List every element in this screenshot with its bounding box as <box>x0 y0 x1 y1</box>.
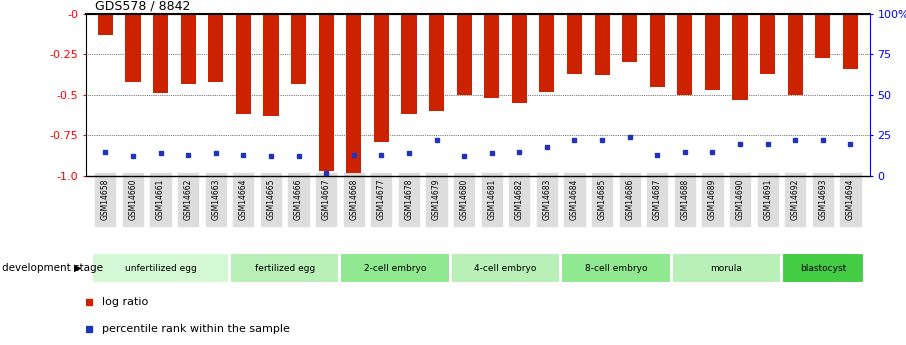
Bar <box>401 14 417 114</box>
Bar <box>787 14 803 95</box>
Text: ▶: ▶ <box>74 263 82 273</box>
Bar <box>208 14 224 82</box>
Bar <box>760 14 776 74</box>
Bar <box>429 14 444 111</box>
Bar <box>153 14 169 93</box>
Text: log ratio: log ratio <box>101 297 148 307</box>
Text: blastocyst: blastocyst <box>800 264 846 273</box>
FancyBboxPatch shape <box>782 253 863 283</box>
Text: 4-cell embryo: 4-cell embryo <box>475 264 536 273</box>
Bar <box>843 14 858 69</box>
FancyBboxPatch shape <box>92 253 229 283</box>
Bar <box>815 14 831 58</box>
FancyBboxPatch shape <box>230 253 340 283</box>
Bar <box>705 14 720 90</box>
Bar <box>125 14 140 82</box>
Bar <box>236 14 251 114</box>
FancyBboxPatch shape <box>561 253 670 283</box>
FancyBboxPatch shape <box>671 253 781 283</box>
Bar <box>732 14 747 100</box>
Bar <box>567 14 582 74</box>
Text: morula: morula <box>710 264 742 273</box>
Bar <box>346 14 361 173</box>
Bar <box>622 14 637 62</box>
Bar <box>539 14 554 92</box>
Bar <box>678 14 692 95</box>
Bar <box>650 14 665 87</box>
Text: 8-cell embryo: 8-cell embryo <box>584 264 647 273</box>
Bar <box>264 14 278 116</box>
Bar <box>319 14 333 171</box>
Bar <box>98 14 113 35</box>
Bar <box>291 14 306 83</box>
Bar <box>180 14 196 83</box>
Text: unfertilized egg: unfertilized egg <box>125 264 197 273</box>
Bar <box>457 14 472 95</box>
Bar <box>594 14 610 76</box>
Text: fertilized egg: fertilized egg <box>255 264 315 273</box>
Bar <box>512 14 527 103</box>
Text: percentile rank within the sample: percentile rank within the sample <box>101 324 290 334</box>
FancyBboxPatch shape <box>341 253 449 283</box>
FancyBboxPatch shape <box>451 253 560 283</box>
Text: GDS578 / 8842: GDS578 / 8842 <box>95 0 190 12</box>
Text: 2-cell embryo: 2-cell embryo <box>364 264 427 273</box>
Bar <box>484 14 499 98</box>
Text: development stage: development stage <box>2 263 102 273</box>
Bar <box>374 14 389 142</box>
